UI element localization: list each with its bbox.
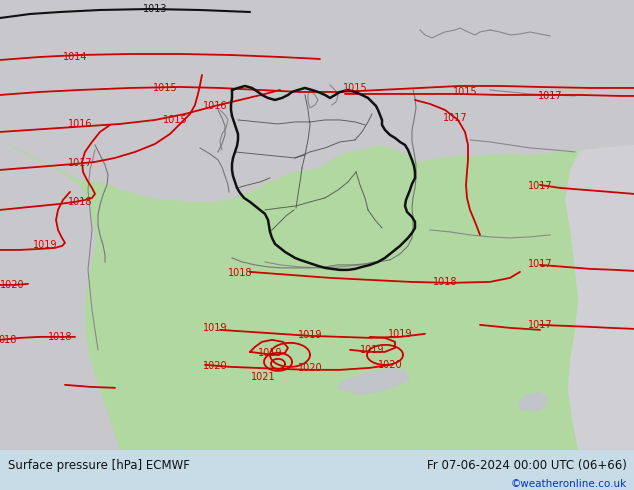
- Text: 1017: 1017: [443, 113, 467, 123]
- Text: 1014: 1014: [63, 52, 87, 62]
- Polygon shape: [0, 0, 634, 202]
- Text: 1018: 1018: [433, 277, 457, 287]
- Text: 1015: 1015: [163, 115, 187, 125]
- Text: 1015: 1015: [453, 87, 477, 97]
- Text: 1015: 1015: [343, 83, 367, 93]
- Text: 1020: 1020: [0, 280, 24, 290]
- Polygon shape: [338, 368, 410, 395]
- Text: Fr 07-06-2024 00:00 UTC (06+66): Fr 07-06-2024 00:00 UTC (06+66): [427, 459, 626, 471]
- Text: 1020: 1020: [203, 361, 228, 371]
- Text: 1019: 1019: [359, 345, 384, 355]
- Text: 1017: 1017: [68, 158, 93, 168]
- Text: 1017: 1017: [527, 320, 552, 330]
- Text: 1019: 1019: [258, 348, 282, 358]
- Text: 1016: 1016: [68, 119, 93, 129]
- Text: 1020: 1020: [378, 360, 403, 370]
- Text: 1021: 1021: [250, 372, 275, 382]
- Text: 1019: 1019: [298, 330, 322, 340]
- Text: 1019: 1019: [33, 240, 57, 250]
- Text: 1018: 1018: [48, 332, 72, 342]
- Text: 1015: 1015: [153, 83, 178, 93]
- Text: 1017: 1017: [527, 259, 552, 269]
- Text: 1019: 1019: [203, 323, 227, 333]
- Text: 1019: 1019: [388, 329, 412, 339]
- Text: 1020: 1020: [298, 363, 322, 373]
- Polygon shape: [565, 145, 634, 450]
- Text: 1013: 1013: [143, 4, 167, 14]
- Text: 1018: 1018: [228, 268, 252, 278]
- Text: 1017: 1017: [538, 91, 562, 101]
- Text: 1018: 1018: [68, 197, 93, 207]
- Text: ©weatheronline.co.uk: ©weatheronline.co.uk: [510, 479, 626, 489]
- Polygon shape: [0, 140, 120, 450]
- Text: Surface pressure [hPa] ECMWF: Surface pressure [hPa] ECMWF: [8, 459, 190, 471]
- Text: 1017: 1017: [527, 181, 552, 191]
- Text: 018: 018: [0, 335, 17, 345]
- Text: 1016: 1016: [203, 101, 227, 111]
- Polygon shape: [518, 392, 548, 412]
